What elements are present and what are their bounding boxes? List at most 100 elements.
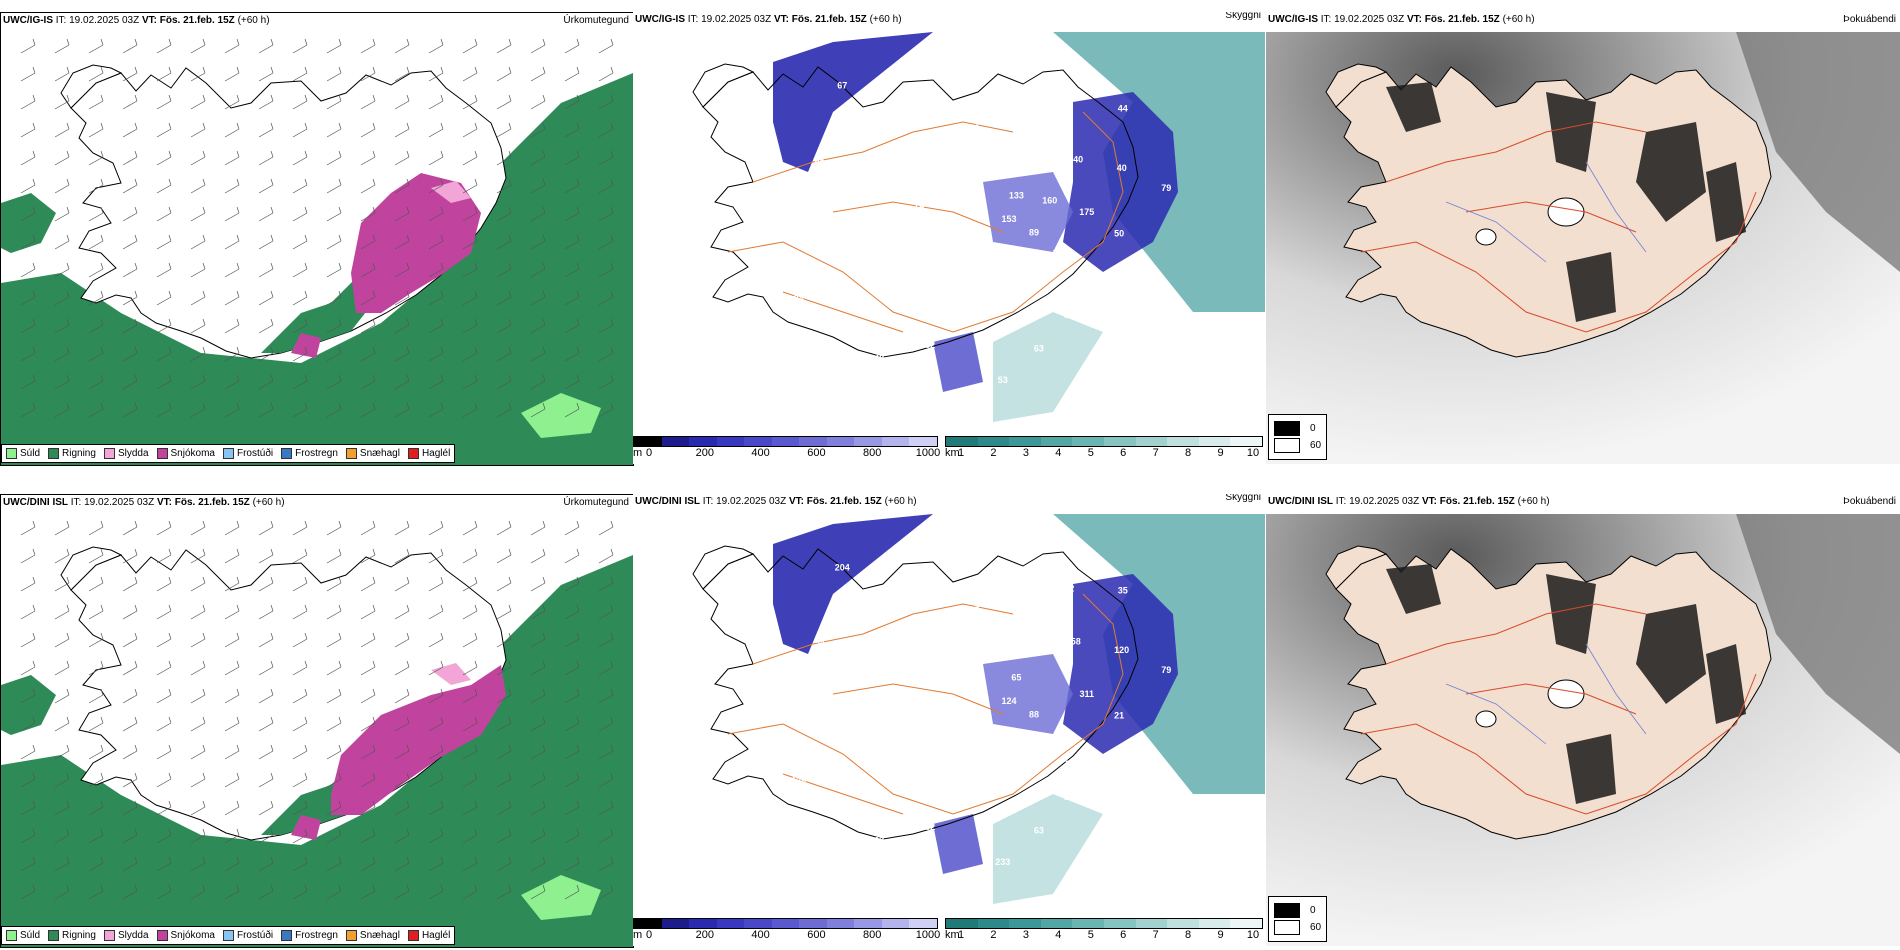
cloud-height-label: 64 xyxy=(742,758,752,768)
panel-header: UWC/DINI ISL IT: 19.02.2025 03Z VT: Fös.… xyxy=(3,497,285,508)
legend-item: Frostregn xyxy=(281,448,338,459)
cloud-height-label: 77 xyxy=(1053,249,1063,259)
cloud-height-label: 298 xyxy=(956,68,971,78)
colorbar-tick: 600 xyxy=(807,447,826,459)
panel-title: Þokuábendi xyxy=(1843,496,1896,507)
colorbar-gradient xyxy=(633,918,938,929)
cloud-panel-top: Skyggni 153 138 70 54 128 133 49 119 11 59 100 76 65… xyxy=(633,12,1265,464)
colorbar-tick: 200 xyxy=(695,929,714,941)
colorbar-tick: 800 xyxy=(863,447,882,459)
colorbar-segment xyxy=(634,437,662,446)
colorbar-unit: km xyxy=(945,447,960,459)
colorbar-segment xyxy=(1167,437,1199,446)
colorbar-tick: 10 xyxy=(1246,929,1260,941)
fog-legend: 0 60 xyxy=(1268,896,1328,942)
cloud-visibility-map: 124 151 65 55 77 65 42 67 67 64 54 65 54 79 88 107 33 40 3… xyxy=(692,514,1265,904)
colorbar-segment xyxy=(946,919,978,928)
cloud-height-label: 63 xyxy=(874,836,884,846)
fog-panel-bottom: UWC/DINI ISL IT: 19.02.2025 03Z VT: Fös.… xyxy=(1266,494,1900,946)
cloud-height-label: 71 xyxy=(813,241,823,251)
cloud-height-label: 328 xyxy=(829,668,844,678)
legend-label: Súld xyxy=(20,930,41,941)
cloud-height-label: 318 xyxy=(842,299,857,309)
colorbar-unit: km xyxy=(945,929,960,941)
legend-swatch xyxy=(103,448,115,459)
precip-type-legend: Súld Rigning Slydda Snjókoma Frostúði Frostre… xyxy=(1,926,456,945)
cloud-height-label: 36 xyxy=(884,635,894,645)
colorbar-tick: 200 xyxy=(695,447,714,459)
legend-item: Súld xyxy=(6,930,40,941)
cloud-height-label: 70 xyxy=(969,123,979,133)
cloud-height-label: 39 xyxy=(955,264,965,274)
colorbar-tick: 1000 xyxy=(915,447,941,459)
cloud-height-label: 45 xyxy=(968,182,978,192)
colorbar-segment xyxy=(1040,437,1073,446)
colorbar-segment xyxy=(1135,437,1168,446)
cloud-height-label: 53 xyxy=(996,725,1006,735)
legend-swatch xyxy=(407,448,419,459)
legend-item: Frostúði xyxy=(222,930,273,941)
panel-title: Úrkomutegund xyxy=(563,497,629,508)
legend-swatch xyxy=(222,930,234,941)
legend-label: Haglél xyxy=(421,448,451,459)
cloud-height-label: 18 xyxy=(855,733,865,743)
cloud-height-label: 47 xyxy=(936,654,946,664)
cloud-height-label: 43 xyxy=(775,219,785,229)
cloud-height-label: 54 xyxy=(992,645,1002,655)
legend-item: Frostregn xyxy=(281,930,338,941)
cloud-height-label: 61 xyxy=(1003,268,1013,278)
visibility-colorbar: km 1 2 3 4 5 6 7 8 9 10 xyxy=(945,918,1263,942)
cloud-height-label: 255 xyxy=(993,243,1008,253)
colorbar-unit: m xyxy=(633,447,643,459)
colorbar-tick: 1000 xyxy=(915,929,941,941)
colorbar-tick: 8 xyxy=(1185,447,1192,459)
precip-panel-top: UWC/IG-IS IT: 19.02.2025 03Z VT: Fös. 21… xyxy=(0,12,634,466)
cloud-height-label: 119 xyxy=(887,122,902,132)
fog-legend-swatch xyxy=(1274,421,1300,436)
cloud-height-label: 65 xyxy=(969,605,979,615)
cloud-height-label: 53 xyxy=(998,375,1008,385)
cloud-height-label: 52 xyxy=(925,340,935,350)
colorbar-tick: 9 xyxy=(1217,447,1224,459)
colorbar-tick: 1 xyxy=(957,929,965,941)
colorbar-segment xyxy=(744,437,772,446)
cloud-height-label: 33 xyxy=(1065,759,1075,769)
colorbar-segment xyxy=(1230,437,1262,446)
legend-label: Slydda xyxy=(117,448,149,459)
cloud-panel-bottom: UWC/DINI ISL IT: 19.02.2025 03Z VT: Fös.… xyxy=(633,494,1265,946)
cloud-height-label: 65 xyxy=(815,156,825,166)
cloud-height-label: 63 xyxy=(1034,826,1044,836)
cloud-height-label: 204 xyxy=(835,563,850,573)
legend-label: Rigning xyxy=(62,930,96,941)
fog-legend-label: 0 xyxy=(1310,423,1316,434)
legend-swatch xyxy=(6,930,17,941)
legend-label: Snæhagl xyxy=(359,448,400,459)
cloud-height-label: 106 xyxy=(924,245,939,255)
legend-label: Frostregn xyxy=(295,930,338,941)
cloud-height-label: 47 xyxy=(1013,593,1023,603)
colorbar-segment xyxy=(661,919,690,928)
colorbar-segment xyxy=(909,437,938,446)
legend-label: Slydda xyxy=(117,930,149,941)
colorbar-segment xyxy=(854,437,882,446)
colorbar-segment xyxy=(689,919,717,928)
colorbar-tick: 2 xyxy=(990,929,997,941)
colorbar-tick: 2 xyxy=(990,447,997,459)
cloud-height-label: 175 xyxy=(1079,207,1094,217)
legend-swatch xyxy=(345,930,357,941)
colorbar-segment xyxy=(826,437,855,446)
cloud-height-label: 313 xyxy=(966,664,981,674)
colorbar-gradient xyxy=(633,436,938,447)
cloud-height-label: 120 xyxy=(1114,645,1129,655)
panel-header: UWC/DINI ISL IT: 19.02.2025 03Z VT: Fös.… xyxy=(1268,496,1550,507)
cloud-height-label: 44 xyxy=(955,746,965,756)
colorbar-segment xyxy=(881,437,910,446)
legend-swatch xyxy=(281,448,293,459)
cloud-height-label: 107 xyxy=(943,629,958,639)
colorbar-segment xyxy=(977,919,1010,928)
cloud-height-label: 298 xyxy=(857,208,872,218)
colorbar-tick: 4 xyxy=(1055,929,1062,941)
colorbar-tick: 5 xyxy=(1087,447,1094,459)
cloud-height-label: 128 xyxy=(743,188,758,198)
legend-label: Haglél xyxy=(421,930,451,941)
